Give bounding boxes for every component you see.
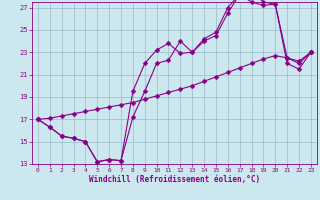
X-axis label: Windchill (Refroidissement éolien,°C): Windchill (Refroidissement éolien,°C) [89, 175, 260, 184]
